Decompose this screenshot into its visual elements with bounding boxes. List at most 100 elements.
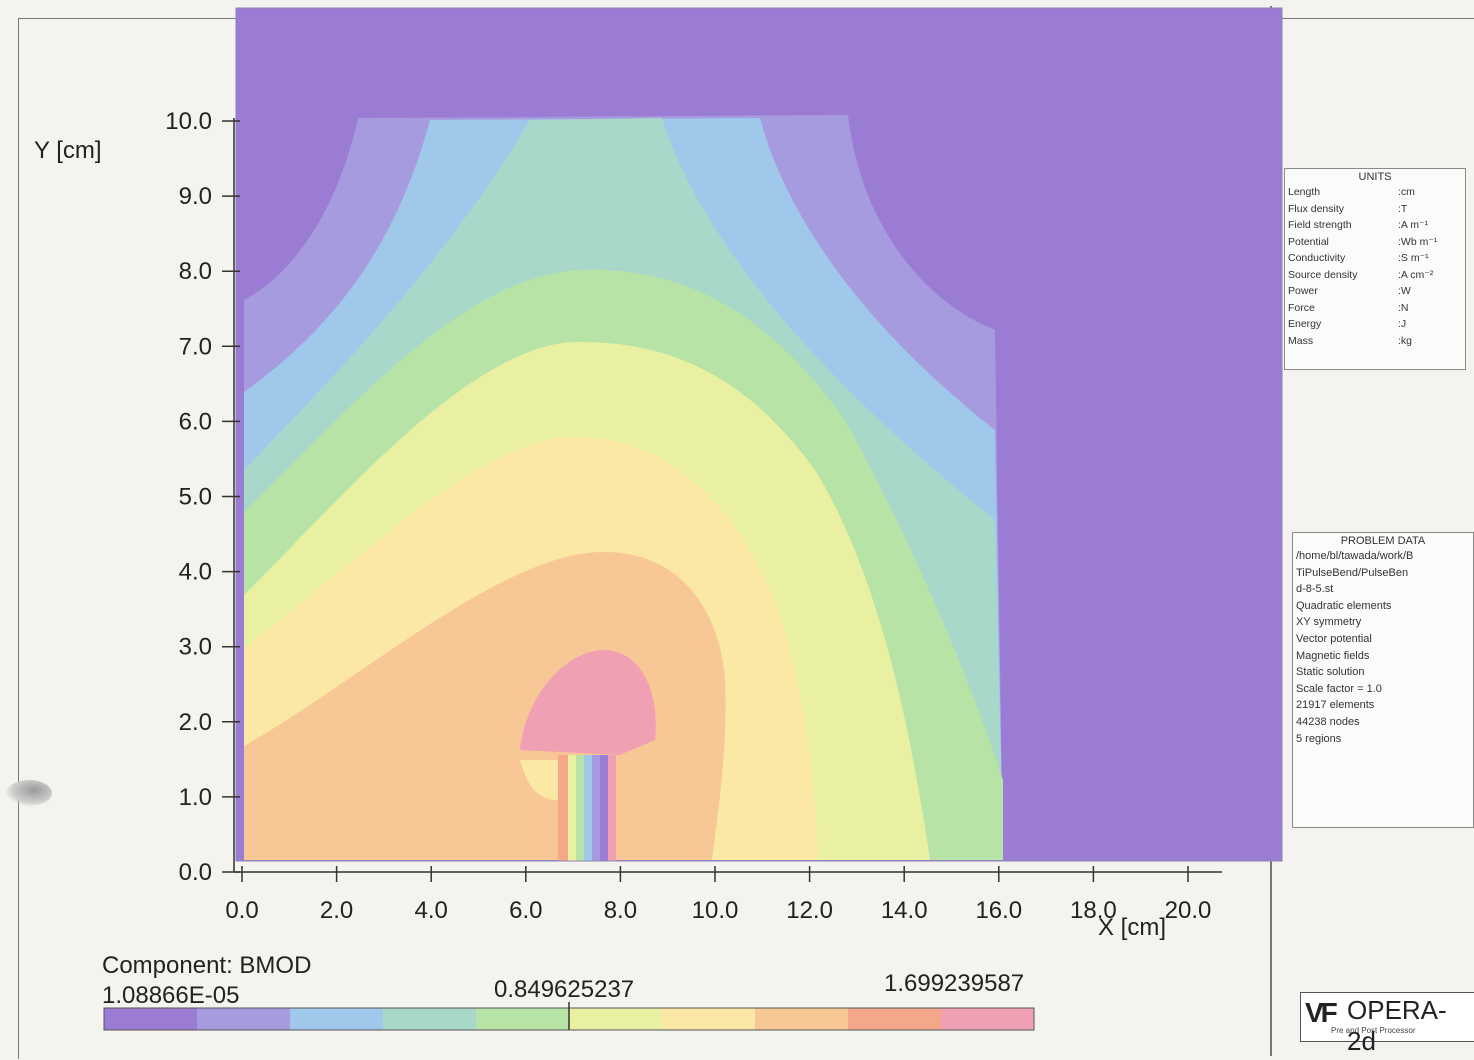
units-row-value: :J: [1398, 318, 1407, 330]
problem-data-line: Scale factor = 1.0: [1296, 682, 1382, 695]
colorbar-segment: [941, 1008, 1035, 1030]
x-tick-label: 12.0: [786, 897, 833, 924]
colorbar-segment: [290, 1008, 384, 1030]
conductor-stripe: [608, 755, 616, 861]
axes: [233, 118, 1222, 873]
problem-data-line: XY symmetry: [1296, 616, 1362, 629]
x-tick-group: 0.0 2.0 4.0 6.0 8.0 10.0 12.0 14.0 16.0 18.0 20.0: [225, 866, 1211, 924]
colorbar-segment: [104, 1008, 198, 1030]
plot-border: [235, 7, 1283, 862]
logo-product-name: OPERA-2d: [1347, 995, 1447, 1056]
x-tick-label: 16.0: [975, 897, 1022, 924]
x-tick-label: 2.0: [320, 897, 353, 924]
units-row-name: Length: [1288, 186, 1321, 198]
units-row-name: Power: [1288, 285, 1318, 297]
y-tick-label: 1.0: [179, 784, 212, 811]
x-axis-title: X [cm]: [1098, 914, 1167, 941]
problem-data-line: Vector potential: [1296, 632, 1372, 645]
component-label: Component: BMOD: [102, 952, 312, 979]
x-tick-label: 4.0: [415, 897, 448, 924]
units-row: Energy :J: [1285, 316, 1465, 333]
y-tick-label: 2.0: [179, 709, 212, 736]
units-row: Mass :kg: [1285, 333, 1465, 350]
colorbar-segment: [848, 1008, 942, 1030]
y-tick-label: 5.0: [179, 484, 212, 511]
units-row: Potential :Wb m⁻¹: [1285, 234, 1465, 251]
units-row-name: Conductivity: [1288, 252, 1346, 264]
units-row: Flux density:T: [1285, 201, 1465, 218]
x-tick-label: 6.0: [509, 897, 542, 924]
units-row-name: Source density: [1288, 268, 1358, 281]
units-rows: Length :cm Flux density:T Field strength:A …: [1285, 184, 1465, 349]
problem-data-line: 21917 elements: [1296, 699, 1375, 712]
y-tick-label: 4.0: [179, 559, 212, 586]
units-row: Power :W: [1285, 283, 1465, 300]
problem-data-line: 44238 nodes: [1296, 715, 1360, 728]
problem-data-panel: PROBLEM DATA /home/bl/tawada/work/B TiPul…: [1292, 532, 1474, 828]
x-tick-label: 0.0: [225, 897, 258, 924]
conductor-stripe: [568, 755, 576, 861]
problem-data-line: TiPulseBend/PulseBen: [1296, 566, 1409, 579]
colorbar-segment: [476, 1008, 570, 1030]
units-row: Force :N: [1285, 300, 1465, 317]
conductor-stripe: [584, 755, 592, 861]
units-row-value: :W: [1398, 285, 1411, 297]
colorbar: [103, 1002, 1035, 1031]
problem-data-header: PROBLEM DATA: [1340, 535, 1426, 547]
units-row-value: :cm: [1398, 186, 1415, 198]
y-tick-label: 7.0: [179, 333, 212, 360]
units-panel: UNITS Length :cm Flux density:T Field stren…: [1284, 168, 1466, 370]
problem-data-line: 5 regions: [1296, 732, 1342, 745]
units-row-name: Flux density: [1288, 202, 1345, 215]
units-row-name: Potential: [1288, 235, 1329, 248]
units-row-name: Mass: [1288, 334, 1314, 347]
y-tick-label: 9.0: [179, 183, 212, 210]
units-header: UNITS: [1358, 171, 1392, 183]
y-tick-label: 0.0: [179, 859, 212, 886]
x-tick-label: 18.0: [1070, 897, 1117, 924]
units-row-name: Force: [1288, 301, 1315, 314]
opera-logo: VF OPERA-2d Pre and Post Processor: [1300, 992, 1474, 1056]
units-row: Field strength:A m⁻¹: [1285, 217, 1465, 234]
colorbar-max-label: 1.699239587: [884, 970, 1025, 997]
units-row-value: :N: [1398, 301, 1409, 314]
band-9: [520, 649, 656, 755]
conductor-stripe: [592, 755, 600, 861]
colorbar-segment: [755, 1008, 849, 1030]
problem-data-lines: /home/bl/tawada/work/B TiPulseBend/PulseB…: [1293, 548, 1473, 747]
conductor-stripe: [576, 755, 584, 861]
conductor-stripe: [558, 755, 568, 861]
colorbar-segment: [569, 1008, 663, 1030]
units-row: Length :cm: [1285, 184, 1465, 201]
problem-data-line: Quadratic elements: [1296, 599, 1392, 612]
y-tick-label: 6.0: [179, 408, 212, 435]
band-7-notch: [520, 760, 558, 800]
problem-data-line: d-8-5.st: [1296, 583, 1334, 596]
y-tick-label: 3.0: [179, 634, 212, 661]
x-tick-label: 14.0: [881, 897, 928, 924]
colorbar-min-label: 1.08866E-05: [102, 982, 240, 1009]
scan-edge-mark: [6, 780, 52, 806]
y-axis-title: Y [cm]: [34, 137, 102, 164]
colorbar-segment: [662, 1008, 756, 1030]
y-tick-label: 8.0: [179, 258, 212, 285]
x-tick-label: 20.0: [1165, 897, 1212, 924]
units-row-value: :S m⁻¹: [1398, 252, 1429, 264]
colorbar-segment: [383, 1008, 477, 1030]
conductor-stripe: [600, 755, 608, 861]
colorbar-mid-label: 0.849625237: [494, 976, 635, 1003]
contour-map: [235, 7, 1283, 862]
units-row-name: Energy: [1288, 318, 1322, 330]
logo-subtitle: Pre and Post Processor: [1331, 1026, 1416, 1035]
colorbar-segment: [197, 1008, 291, 1030]
problem-data-line: Magnetic fields: [1296, 649, 1370, 662]
units-row-value: :A m⁻¹: [1398, 219, 1429, 231]
units-row-value: :kg: [1398, 334, 1413, 347]
vf-logo-mark: VF: [1305, 997, 1338, 1028]
y-tick-group: 0.0 1.0 2.0 3.0 4.0 5.0 6.0 7.0 8.0 9.0 10.0: [165, 108, 240, 886]
units-row: Source density:A cm⁻²: [1285, 267, 1465, 284]
problem-data-line: Static solution: [1296, 666, 1365, 679]
units-row: Conductivity :S m⁻¹: [1285, 250, 1465, 267]
units-row-value: :Wb m⁻¹: [1398, 235, 1438, 248]
